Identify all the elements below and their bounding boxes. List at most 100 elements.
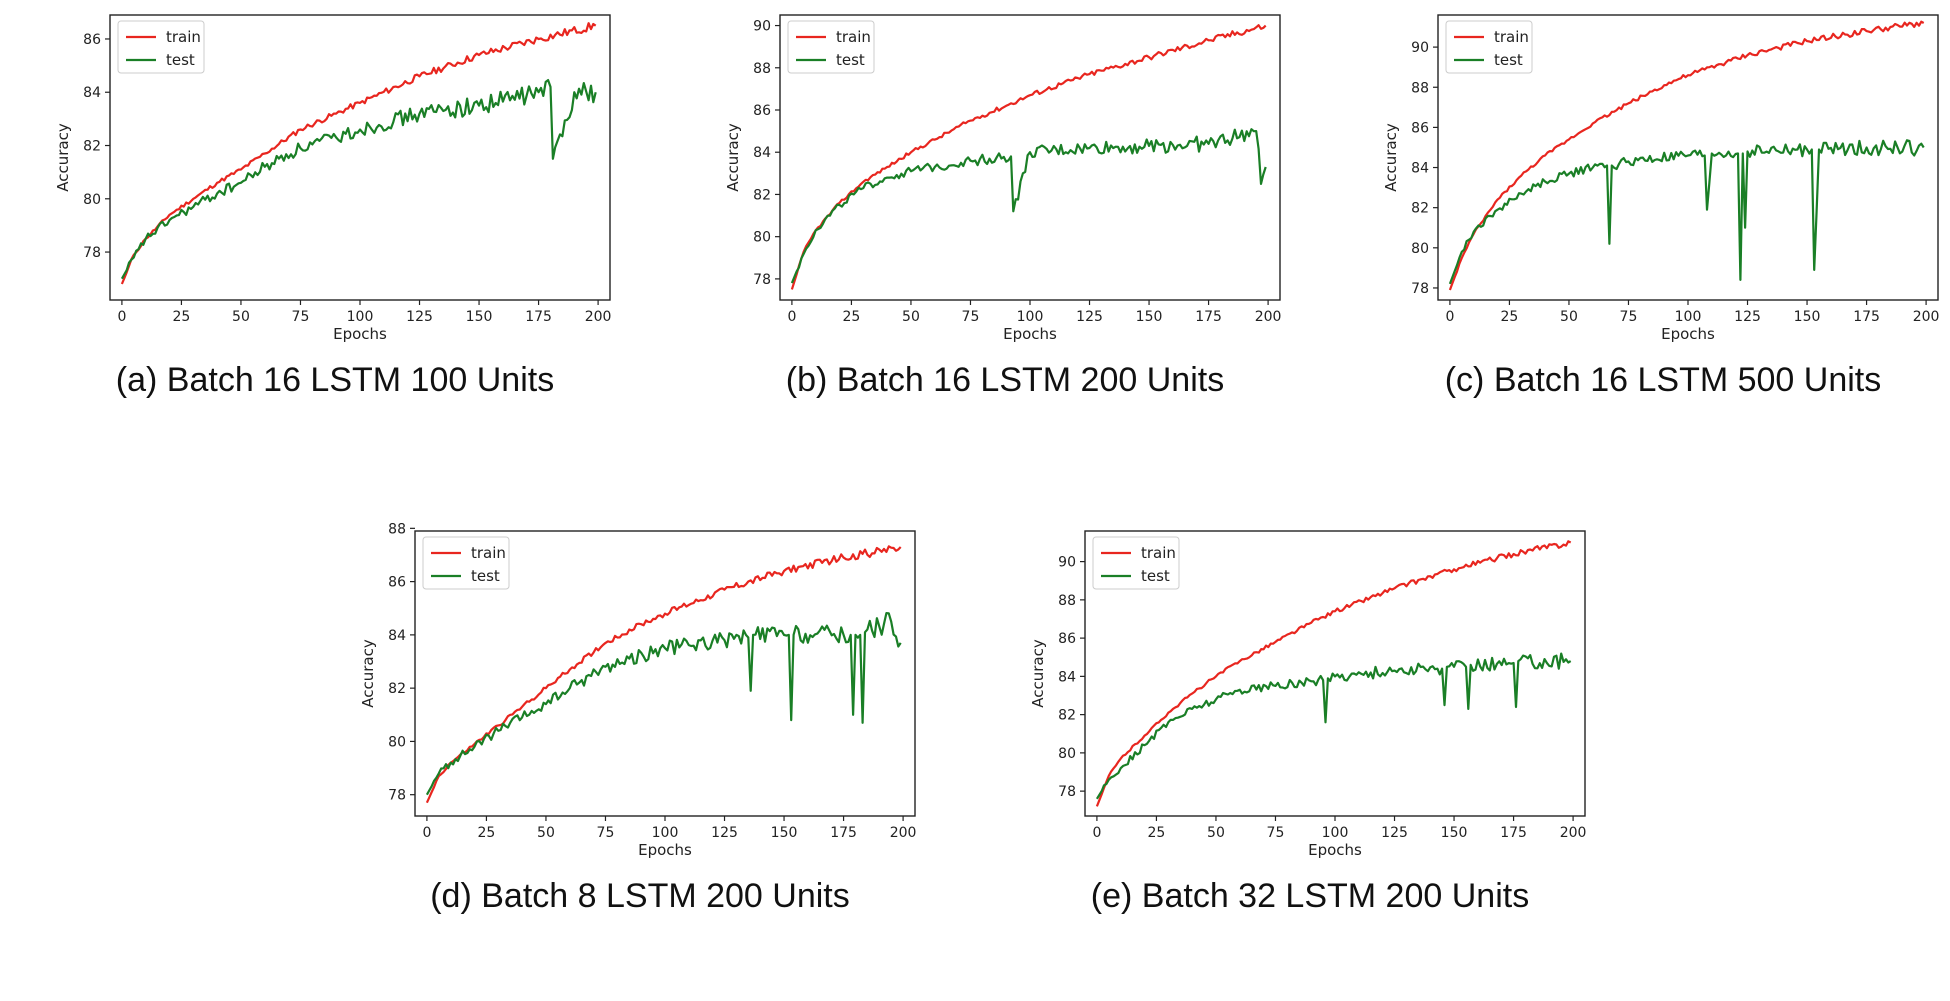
x-tick-label: 175 — [830, 825, 857, 841]
x-tick-label: 100 — [1675, 309, 1702, 325]
x-tick-label: 50 — [537, 825, 555, 841]
y-tick-label: 78 — [388, 788, 406, 804]
legend-label-train: train — [1494, 28, 1529, 46]
x-tick-label: 150 — [466, 309, 493, 325]
series-line-test — [790, 128, 1267, 284]
x-tick-label: 25 — [843, 309, 861, 325]
x-axis-title: Epochs — [638, 841, 692, 859]
x-tick-label: 25 — [1501, 309, 1519, 325]
y-tick-label: 88 — [1058, 593, 1076, 609]
y-tick-label: 80 — [1058, 746, 1076, 762]
y-axis-title: Accuracy — [359, 639, 377, 708]
y-tick-label: 86 — [1058, 631, 1076, 647]
x-tick-label: 75 — [292, 309, 310, 325]
y-tick-label: 78 — [753, 272, 771, 288]
x-tick-label: 0 — [787, 309, 796, 325]
y-axis-title: Accuracy — [724, 123, 742, 192]
x-tick-label: 50 — [232, 309, 250, 325]
x-tick-label: 150 — [1136, 309, 1163, 325]
chart-caption-c: (c) Batch 16 LSTM 500 Units — [1444, 361, 1882, 399]
x-tick-label: 75 — [1620, 309, 1638, 325]
x-tick-label: 200 — [585, 309, 612, 325]
x-tick-label: 175 — [525, 309, 552, 325]
x-tick-label: 0 — [1445, 309, 1454, 325]
series-line-test — [425, 611, 902, 796]
x-axis-title: Epochs — [1661, 325, 1715, 343]
y-tick-label: 78 — [83, 245, 101, 261]
legend-label-train: train — [1141, 544, 1176, 562]
x-tick-label: 100 — [652, 825, 679, 841]
x-tick-label: 50 — [1207, 825, 1225, 841]
series-line-train — [425, 545, 902, 804]
y-tick-label: 84 — [1058, 669, 1076, 685]
x-tick-label: 75 — [962, 309, 980, 325]
legend-label-train: train — [836, 28, 871, 46]
legend-label-test: test — [471, 567, 500, 585]
x-tick-label: 200 — [1560, 825, 1587, 841]
x-tick-label: 125 — [1381, 825, 1408, 841]
chart-d: 0 25 50 75 100 125 150 175 200 78 80 82 84 86 88 Epochs… — [359, 521, 916, 859]
chart-caption-a: (a) Batch 16 LSTM 100 Units — [115, 361, 555, 399]
legend-label-train: train — [166, 28, 201, 46]
x-tick-label: 75 — [597, 825, 615, 841]
x-axis-title: Epochs — [1003, 325, 1057, 343]
y-tick-label: 80 — [753, 230, 771, 246]
x-tick-label: 175 — [1853, 309, 1880, 325]
x-axis-title: Epochs — [1308, 841, 1362, 859]
chart-c: 0 25 50 75 100 125 150 175 200 78 80 82 84 86 88 90 Epoc… — [1382, 14, 1939, 343]
x-tick-label: 100 — [1017, 309, 1044, 325]
x-tick-label: 25 — [478, 825, 496, 841]
legend-label-test: test — [1494, 51, 1523, 69]
x-tick-label: 50 — [902, 309, 920, 325]
y-tick-label: 78 — [1411, 281, 1429, 297]
chart-panel-b: 0 25 50 75 100 125 150 175 200 78 80 82 84 86 88 90 Epoc… — [705, 5, 1305, 415]
y-axis-title: Accuracy — [1029, 639, 1047, 708]
x-tick-label: 25 — [173, 309, 191, 325]
x-tick-label: 150 — [1794, 309, 1821, 325]
x-tick-label: 125 — [406, 309, 433, 325]
y-tick-label: 82 — [1058, 708, 1076, 724]
x-tick-label: 25 — [1148, 825, 1166, 841]
chart-panel-c: 0 25 50 75 100 125 150 175 200 78 80 82 84 86 88 90 Epoc… — [1363, 5, 1950, 415]
x-tick-label: 125 — [1076, 309, 1103, 325]
y-tick-label: 84 — [1411, 161, 1429, 177]
legend-label-train: train — [471, 544, 506, 562]
y-tick-label: 90 — [753, 19, 771, 35]
y-tick-label: 90 — [1411, 40, 1429, 56]
series-line-train — [1095, 540, 1572, 807]
x-tick-label: 150 — [1441, 825, 1468, 841]
series-line-train — [790, 24, 1267, 290]
series-line-test — [1448, 139, 1925, 285]
x-tick-label: 50 — [1560, 309, 1578, 325]
legend-label-test: test — [836, 51, 865, 69]
y-tick-label: 86 — [388, 575, 406, 591]
x-axis-title: Epochs — [333, 325, 387, 343]
y-tick-label: 90 — [1058, 555, 1076, 571]
legend-label-test: test — [166, 51, 195, 69]
series-line-test — [120, 78, 597, 280]
y-tick-label: 82 — [753, 187, 771, 203]
y-axis-title: Accuracy — [54, 123, 72, 192]
y-tick-label: 82 — [83, 139, 101, 155]
chart-caption-e: (e) Batch 32 LSTM 200 Units — [1090, 877, 1530, 915]
chart-caption-d: (d) Batch 8 LSTM 200 Units — [430, 877, 850, 915]
y-tick-label: 86 — [1411, 120, 1429, 136]
chart-e: 0 25 50 75 100 125 150 175 200 78 80 82 84 86 88 90 Epoc… — [1029, 530, 1587, 859]
series-line-test — [1095, 652, 1572, 800]
x-tick-label: 0 — [117, 309, 126, 325]
x-tick-label: 0 — [1092, 825, 1101, 841]
chart-a: 0 25 50 75 100 125 150 175 200 78 80 82 84 86 Epochs Ac… — [54, 14, 612, 343]
y-tick-label: 80 — [83, 192, 101, 208]
chart-panel-d: 0 25 50 75 100 125 150 175 200 78 80 82 84 86 88 Epochs… — [340, 521, 940, 931]
y-tick-label: 88 — [753, 61, 771, 77]
plot-area — [414, 530, 916, 817]
chart-panel-a: 0 25 50 75 100 125 150 175 200 78 80 82 84 86 Epochs Ac… — [35, 5, 635, 415]
y-tick-label: 84 — [753, 145, 771, 161]
x-tick-label: 75 — [1267, 825, 1285, 841]
y-tick-label: 82 — [1411, 201, 1429, 217]
series-line-train — [1448, 20, 1925, 291]
x-tick-label: 150 — [771, 825, 798, 841]
x-tick-label: 175 — [1195, 309, 1222, 325]
y-tick-label: 84 — [83, 85, 101, 101]
y-axis-title: Accuracy — [1382, 123, 1400, 192]
